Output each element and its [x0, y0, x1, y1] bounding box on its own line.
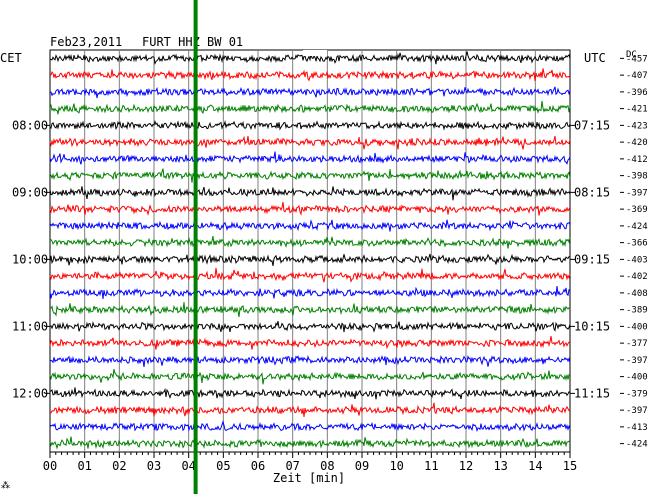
seismic-trace [49, 120, 571, 131]
seismic-trace [49, 219, 571, 232]
data-gap [303, 50, 327, 56]
dc-label: DC [626, 50, 637, 60]
dc-offset-label: -400 [626, 322, 648, 332]
chart-date: Feb23,2011 [50, 35, 122, 49]
x-tick-label: 00 [43, 459, 57, 473]
seismic-trace [49, 253, 571, 266]
x-tick-label: 10 [389, 459, 403, 473]
x-tick-label: 15 [563, 459, 577, 473]
right-time-label: 09:15 [574, 252, 610, 266]
dc-offset-label: -379 [626, 389, 648, 399]
right-timezone-label: UTC [584, 51, 606, 65]
x-tick-label: 14 [528, 459, 542, 473]
seismic-trace [49, 302, 571, 318]
x-tick-label: 06 [251, 459, 265, 473]
seismic-trace [49, 354, 571, 368]
seismic-trace [49, 201, 571, 216]
left-time-label: 08:00 [12, 118, 48, 132]
seismic-trace [49, 51, 571, 66]
dc-offset-label: -412 [626, 155, 648, 165]
current-time-marker [193, 0, 198, 494]
dc-offset-label: -424 [626, 440, 648, 450]
dc-offset-label: -400 [626, 373, 648, 383]
chart-station: FURT HHZ BW 01 [142, 35, 243, 49]
dc-offset-label: -369 [626, 205, 648, 215]
dc-offset-label: -389 [626, 306, 648, 316]
seismic-trace [49, 100, 571, 115]
dc-offset-label: -397 [626, 188, 648, 198]
seismic-trace [49, 235, 571, 249]
dc-offset-label: -402 [626, 272, 648, 282]
corner-mark: ⁂ [1, 480, 10, 491]
x-tick-label: 07 [285, 459, 299, 473]
dc-offset-label: -377 [626, 339, 648, 349]
seismic-trace [49, 135, 571, 150]
dc-offset-label: -396 [626, 88, 648, 98]
left-time-label: 12:00 [12, 386, 48, 400]
x-tick-label: 04 [181, 459, 195, 473]
left-time-label: 10:00 [12, 252, 48, 266]
right-time-label: 08:15 [574, 185, 610, 199]
dc-offset-label: -403 [626, 255, 648, 265]
seismic-trace [49, 267, 571, 283]
x-tick-label: 13 [493, 459, 507, 473]
dc-offset-label: -424 [626, 222, 648, 232]
x-tick-label: 03 [147, 459, 161, 473]
x-tick-label: 08 [320, 459, 334, 473]
x-axis-label: Zeit [min] [273, 471, 345, 485]
dc-offset-label: -423 [626, 121, 648, 131]
x-tick-label: 01 [77, 459, 91, 473]
seismic-trace [49, 320, 571, 333]
right-time-label: 10:15 [574, 319, 610, 333]
seismic-trace [49, 420, 571, 433]
seismic-trace [49, 402, 571, 418]
seismic-trace [49, 368, 571, 385]
dc-offset-label: -413 [626, 423, 648, 433]
seismic-trace [49, 168, 571, 183]
dc-offset-label: -408 [626, 289, 648, 299]
seismic-trace [49, 68, 571, 82]
dc-offset-label: -420 [626, 138, 648, 148]
x-tick-label: 11 [424, 459, 438, 473]
seismic-trace [49, 387, 571, 400]
dc-offset-label: -457 [626, 54, 648, 64]
seismic-trace [49, 436, 571, 450]
x-tick-label: 05 [216, 459, 230, 473]
dc-offset-label: -397 [626, 356, 648, 366]
right-time-label: 11:15 [574, 386, 610, 400]
dc-offset-label: -397 [626, 406, 648, 416]
right-time-label: 07:15 [574, 118, 610, 132]
dc-offset-label: -366 [626, 239, 648, 249]
seismic-trace [49, 86, 571, 99]
seismic-trace [49, 286, 571, 299]
left-time-label: 11:00 [12, 319, 48, 333]
x-tick-label: 12 [459, 459, 473, 473]
seismic-trace [49, 151, 571, 165]
dc-offset-label: -407 [626, 71, 648, 81]
dc-offset-label: -398 [626, 172, 648, 182]
dc-offset-label: -421 [626, 105, 648, 115]
left-time-label: 09:00 [12, 185, 48, 199]
x-tick-label: 09 [355, 459, 369, 473]
seismic-trace [49, 186, 571, 201]
seismic-trace [49, 336, 571, 350]
x-tick-label: 02 [112, 459, 126, 473]
left-timezone-label: CET [0, 51, 22, 65]
